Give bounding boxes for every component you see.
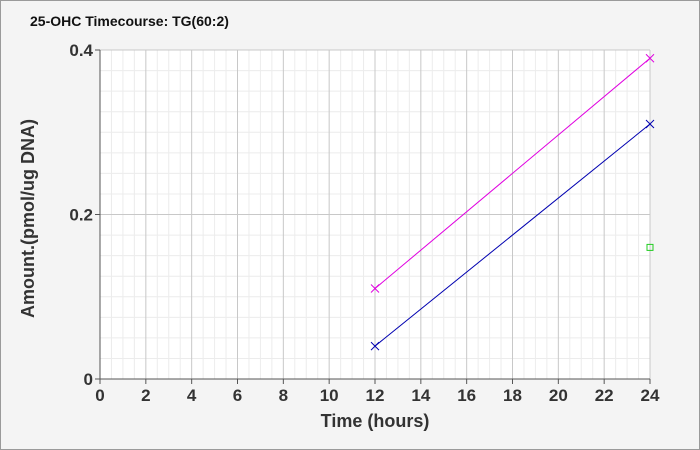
x-tick-label: 16 (457, 386, 476, 405)
series-2-line (374, 123, 651, 347)
series-1-point (370, 284, 380, 293)
x-tick-label: 8 (279, 386, 288, 405)
x-tick-label: 6 (233, 386, 242, 405)
series-1-point (645, 53, 655, 63)
series-2-point (645, 119, 655, 129)
x-tick-label: 20 (549, 386, 568, 405)
series-2-point (370, 341, 380, 351)
x-tick-label: 22 (595, 386, 614, 405)
y-axis-title: Amount.(pmol/ug DNA) (18, 119, 38, 318)
x-tick-label: 10 (320, 386, 339, 405)
x-tick-label: 12 (366, 386, 385, 405)
x-tick-label: 18 (503, 386, 522, 405)
chart-title: 25-OHC Timecourse: TG(60:2) (30, 13, 229, 29)
x-tick-label: 4 (187, 386, 197, 405)
x-axis-title: Time (hours) (321, 411, 430, 431)
y-tick-label: 0.4 (69, 41, 93, 60)
series-1-line (374, 57, 651, 289)
y-tick-label: 0 (84, 370, 93, 389)
x-tick-label: 0 (95, 386, 104, 405)
x-tick-label: 14 (411, 386, 430, 405)
x-tick-label: 24 (641, 386, 660, 405)
series-3-point (646, 243, 654, 251)
x-tick-label: 2 (141, 386, 150, 405)
y-tick-label: 0.2 (69, 206, 93, 225)
